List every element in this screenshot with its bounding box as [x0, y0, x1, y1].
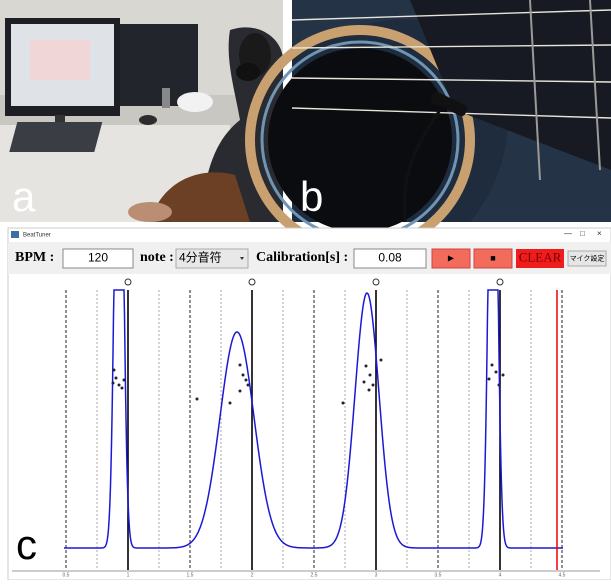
window-title: BeatTuner [23, 233, 51, 239]
onset-dot [244, 378, 248, 382]
stop-icon: ■ [490, 253, 495, 263]
onset-dot [117, 383, 121, 387]
onset-dot [120, 386, 124, 390]
onset-dot [371, 383, 375, 387]
play-icon: ▶ [448, 254, 455, 263]
bpm-input[interactable] [62, 248, 134, 269]
onset-dot [112, 368, 116, 372]
x-tick-label: 3 [375, 572, 378, 578]
calibration-input[interactable] [353, 248, 427, 269]
window-control[interactable]: × [597, 229, 602, 238]
panel-label: c [16, 521, 37, 568]
play-button[interactable] [431, 248, 471, 269]
x-tick-label: 0.5 [63, 572, 70, 578]
panel-label: b [300, 173, 323, 220]
x-tick-label: 2 [251, 572, 254, 578]
onset-dot [238, 363, 242, 367]
bpm-value: 120 [88, 251, 108, 265]
onset-dot [111, 381, 115, 385]
mic-text: マイク設定 [570, 253, 605, 262]
clear-text: CLEAR [519, 249, 562, 264]
onset-dot [122, 378, 126, 382]
photo-b: b [245, 0, 611, 255]
onset-dot [494, 370, 498, 374]
density-curve [64, 289, 563, 549]
beat-marker [496, 278, 504, 286]
onset-dot [501, 373, 505, 377]
calibration-value: 0.08 [378, 251, 402, 265]
onset-dot [368, 373, 372, 377]
bpm-label: BPM : [15, 250, 54, 265]
onset-dot [238, 389, 242, 393]
x-tick-label: 2.5 [311, 572, 318, 578]
onset-dot [497, 383, 501, 387]
x-tick-label: 3.5 [435, 572, 442, 578]
onset-dot [195, 397, 199, 401]
clear-button[interactable] [516, 249, 564, 268]
onset-dot [364, 364, 368, 368]
note-select[interactable] [175, 248, 249, 269]
beat-plot: 0.5 1 1.5 2 2.5 3 3.5 4 4.5 [12, 278, 600, 578]
note-label: note : [140, 250, 174, 265]
note-value: 4分音符 [179, 250, 222, 265]
x-tick-label: 1 [127, 572, 130, 578]
window-control[interactable]: □ [580, 229, 585, 238]
beat-marker [248, 278, 256, 286]
panel-label: a [12, 173, 36, 220]
calibration-label: Calibration[s] : [256, 250, 348, 265]
onset-dot [246, 383, 250, 387]
beat-marker [372, 278, 380, 286]
onset-dot [367, 388, 371, 392]
photo-a: a [0, 0, 283, 223]
onset-dot [362, 380, 366, 384]
x-tick-label: 1.5 [187, 572, 194, 578]
mic-button[interactable] [567, 250, 607, 267]
x-tick-label: 4 [499, 572, 502, 578]
beat-marker [124, 278, 132, 286]
stop-button[interactable] [473, 248, 513, 269]
onset-dot [228, 401, 232, 405]
app-window: BeatTuner — □ × BPM : 120 note : 4分音符 Ca… [7, 227, 611, 581]
onset-dot [341, 401, 345, 405]
onset-dot [487, 377, 491, 381]
onset-dot [490, 363, 494, 367]
onset-dot [241, 373, 245, 377]
window-control[interactable]: — [564, 229, 572, 238]
onset-dot [114, 376, 118, 380]
x-tick-label: 4.5 [559, 572, 566, 578]
onset-dot [379, 358, 383, 362]
